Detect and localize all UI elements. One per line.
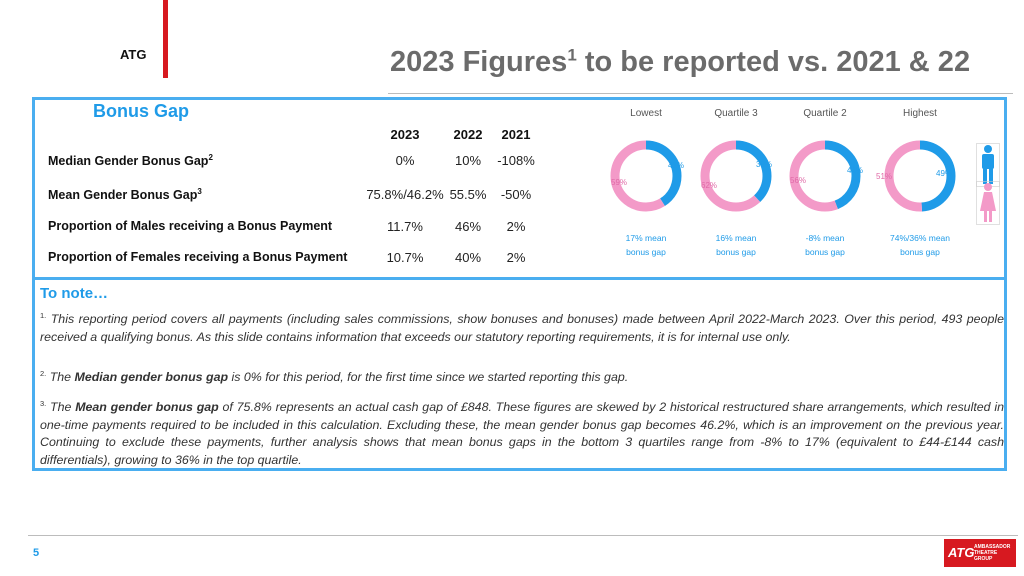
donut-chart-highest: 49% 51% bbox=[876, 138, 960, 214]
page-title: 2023 Figures1 to be reported vs. 2021 & … bbox=[390, 46, 970, 79]
female-pct-highest: 51% bbox=[876, 172, 893, 181]
atg-logo: ATG AMBASSADOR THEATRE GROUP bbox=[944, 539, 1016, 567]
median-2022: 10% bbox=[454, 153, 482, 168]
year-header-2023: 2023 bbox=[390, 127, 420, 142]
year-header-2022: 2022 bbox=[453, 127, 483, 142]
title-prefix: 2023 Figures bbox=[390, 46, 568, 78]
donut-chart-lowest: 41% 59% bbox=[606, 138, 686, 214]
mean-2021: -50% bbox=[500, 187, 532, 202]
mean-gap-q3: 16% mean bonus gap bbox=[715, 233, 757, 257]
notes-heading: To note… bbox=[40, 285, 109, 302]
quartile-heading-q2: Quartile 2 bbox=[803, 108, 847, 119]
logo-mark: ATG bbox=[948, 545, 975, 560]
females-2021: 2% bbox=[506, 250, 526, 265]
brand-accent-bar bbox=[163, 0, 168, 78]
male-pct-lowest: 41% bbox=[668, 161, 685, 170]
males-2021: 2% bbox=[506, 219, 526, 234]
note-3: 3. The Mean gender bonus gap of 75.8% re… bbox=[40, 399, 1004, 467]
note-2: 2. The Median gender bonus gap is 0% for… bbox=[40, 369, 629, 385]
male-pct-q3: 38% bbox=[756, 160, 773, 169]
donut-chart-q2: 44% 56% bbox=[785, 138, 865, 214]
male-pct-q2: 44% bbox=[847, 166, 864, 175]
donut-slice-female bbox=[884, 140, 956, 212]
footer-divider bbox=[28, 535, 1018, 536]
female-pct-q3: 62% bbox=[701, 181, 718, 190]
title-suffix: to be reported vs. 2021 & 22 bbox=[576, 46, 971, 78]
male-pct-highest: 49% bbox=[936, 169, 953, 178]
males-2023: 11.7% bbox=[387, 219, 423, 234]
mean-gap-q2: -8% mean bonus gap bbox=[805, 233, 845, 257]
mean-gap-highest: 74%/36% mean bonus gap bbox=[889, 233, 950, 257]
row-label-mean: Mean Gender Bonus Gap3 bbox=[48, 187, 202, 203]
quartile-heading-q3: Quartile 3 bbox=[714, 108, 758, 119]
donut-slice-female bbox=[789, 140, 861, 212]
mean-gap-lowest: 17% mean bonus gap bbox=[625, 233, 667, 257]
logo-text: AMBASSADOR THEATRE GROUP bbox=[974, 544, 1011, 562]
row-label-median: Median Gender Bonus Gap2 bbox=[48, 153, 213, 169]
donut-slice-female bbox=[700, 140, 772, 212]
females-2023: 10.7% bbox=[386, 250, 424, 265]
brand-name: ATG bbox=[120, 47, 147, 62]
male-figure-icon bbox=[976, 143, 1000, 187]
female-figure-icon bbox=[976, 181, 1000, 225]
female-pct-lowest: 59% bbox=[611, 178, 628, 187]
year-header-2021: 2021 bbox=[501, 127, 531, 142]
mean-2023: 75.8%/46.2% bbox=[366, 187, 444, 202]
quartile-heading-highest: Highest bbox=[903, 108, 937, 119]
males-2022: 46% bbox=[454, 219, 482, 234]
median-2023: 0% bbox=[395, 153, 415, 168]
donut-chart-q3: 38% 62% bbox=[696, 138, 776, 214]
title-footnote-ref: 1 bbox=[567, 45, 577, 65]
quartile-heading-lowest: Lowest bbox=[630, 108, 662, 119]
row-label-females: Proportion of Females receiving a Bonus … bbox=[48, 250, 348, 264]
page-number: 5 bbox=[33, 547, 40, 559]
female-pct-q2: 56% bbox=[790, 176, 807, 185]
row-label-males: Proportion of Males receiving a Bonus Pa… bbox=[48, 219, 333, 233]
content-frame bbox=[32, 97, 1007, 471]
content-frame-divider bbox=[32, 277, 1007, 280]
mean-2022: 55.5% bbox=[449, 187, 487, 202]
median-2021: -108% bbox=[497, 153, 535, 168]
females-2022: 40% bbox=[454, 250, 482, 265]
bonus-gap-heading: Bonus Gap bbox=[93, 101, 190, 121]
donut-slice-female bbox=[610, 140, 682, 212]
note-1: 1. This reporting period covers all paym… bbox=[40, 311, 1004, 344]
title-divider bbox=[388, 93, 1013, 94]
